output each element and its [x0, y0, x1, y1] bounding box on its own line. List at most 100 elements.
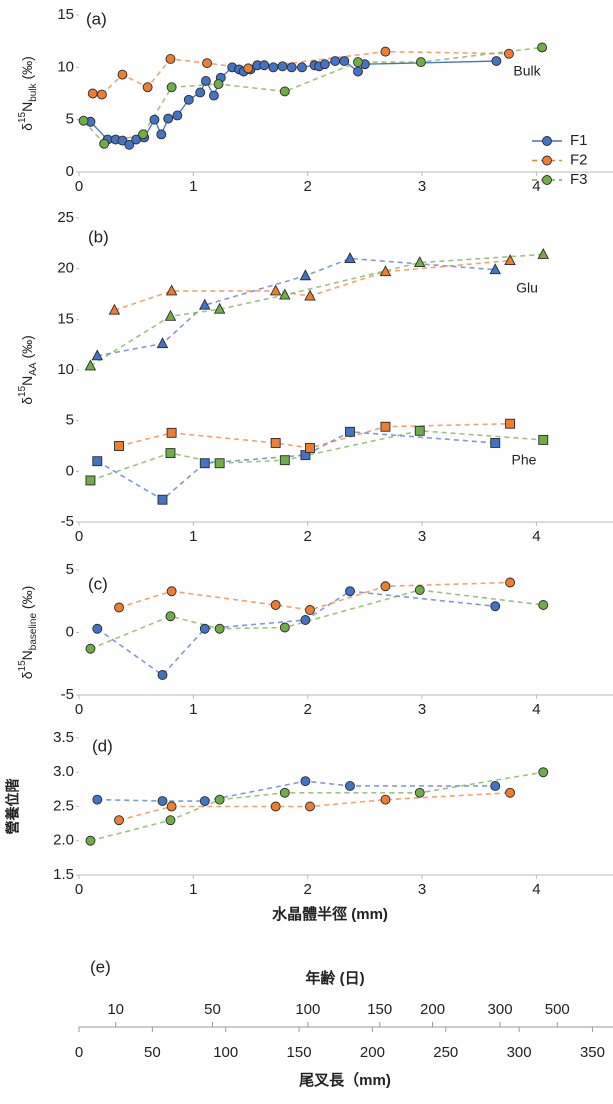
data-point	[305, 801, 315, 812]
series-line	[89, 60, 497, 146]
data-point	[165, 815, 176, 826]
data-point	[78, 115, 89, 126]
age-tick-label: 150	[367, 1001, 392, 1018]
series-line	[114, 259, 511, 311]
annotation: Bulk	[513, 63, 541, 79]
age-tick-label: 300	[488, 1001, 513, 1018]
data-point	[538, 600, 549, 610]
y-axis-label-part: N	[19, 650, 35, 660]
data-point	[345, 781, 355, 791]
panel-label: (a)	[86, 9, 107, 28]
x-tick-label: 200	[360, 1044, 385, 1061]
y-axis-label-part: δ	[19, 671, 35, 679]
data-point	[503, 48, 514, 59]
y-axis-label-part: (‰)	[19, 56, 35, 83]
data-point	[379, 265, 392, 277]
y-axis-label: δ15NAA (‰)	[17, 335, 39, 405]
data-point	[345, 426, 355, 437]
data-point	[84, 359, 97, 371]
data-point	[243, 63, 254, 74]
data-point	[305, 443, 315, 453]
x-tick-label: 0	[75, 701, 83, 718]
x-tick-label: 1	[189, 701, 197, 718]
data-point	[214, 458, 225, 469]
data-point	[165, 448, 176, 459]
data-point	[85, 643, 96, 654]
x-tick-label: 4	[532, 881, 540, 898]
y-tick-label: -5	[61, 686, 74, 703]
x-axis-label: 水晶體半徑 (mm)	[272, 905, 388, 923]
data-point	[380, 794, 391, 805]
x-tick-label: 0	[75, 881, 83, 898]
x-tick-label: 2	[304, 881, 312, 898]
data-point	[330, 56, 341, 67]
y-axis-label-part: δ	[19, 123, 35, 131]
series-line	[90, 253, 544, 367]
data-point	[199, 796, 210, 806]
y-tick-label: 15	[57, 6, 74, 23]
y-axis-label-part: N	[19, 102, 35, 112]
data-point	[199, 623, 210, 634]
data-point	[319, 59, 330, 70]
data-point	[299, 269, 312, 281]
data-point	[538, 434, 549, 445]
x-tick-label: 2	[304, 701, 312, 718]
data-point	[183, 94, 194, 105]
y-axis-label: δ15Nbaseline (‰)	[17, 586, 39, 680]
data-point	[142, 82, 153, 93]
data-point	[279, 787, 290, 798]
data-point	[202, 58, 213, 69]
y-axis-label-part: (‰)	[19, 586, 35, 613]
data-point	[279, 288, 291, 300]
data-point	[259, 60, 270, 71]
data-point	[91, 349, 104, 361]
y-tick-label: 2.0	[53, 832, 74, 849]
x-tick-label: 3	[418, 881, 426, 898]
y-tick-label: 5	[66, 561, 74, 578]
data-point	[491, 56, 502, 67]
series-line	[118, 581, 511, 611]
series-line	[92, 50, 509, 96]
y-axis-label-part: δ	[19, 397, 35, 405]
data-point	[172, 110, 183, 121]
x-tick-label: 1	[189, 881, 197, 898]
y-tick-label: 2.5	[53, 797, 74, 814]
data-point	[380, 581, 391, 592]
data-point	[124, 139, 135, 150]
data-point	[300, 615, 311, 625]
data-point	[114, 441, 124, 451]
data-point	[353, 57, 363, 68]
data-point	[195, 87, 206, 98]
annotation: Glu	[516, 280, 538, 296]
data-point	[165, 284, 178, 296]
data-point	[138, 129, 148, 140]
data-point	[277, 61, 288, 72]
y-tick-label: 3.5	[53, 729, 74, 746]
data-point	[345, 586, 355, 597]
data-point	[163, 113, 174, 124]
data-point	[269, 284, 282, 296]
x-tick-label: 3	[418, 701, 426, 718]
series-line	[96, 430, 496, 501]
data-point	[199, 458, 210, 469]
data-point	[279, 455, 290, 466]
y-tick-label: 1.5	[53, 866, 74, 883]
data-point	[214, 794, 225, 805]
data-point	[96, 89, 107, 100]
data-point	[156, 337, 169, 349]
top-axis-label: 年齢 (日)	[305, 969, 364, 987]
data-point	[114, 602, 124, 613]
annotation: Phe	[512, 452, 537, 468]
data-point	[268, 62, 279, 73]
panel-label: (e)	[90, 957, 111, 976]
y-axis-label-part: 15	[17, 385, 28, 397]
data-point	[165, 611, 176, 622]
data-point	[200, 75, 211, 86]
x-tick-label: 0	[75, 528, 83, 545]
series-line	[97, 257, 496, 357]
data-point	[415, 57, 426, 68]
data-point	[505, 418, 516, 429]
data-point	[489, 263, 501, 275]
data-point	[199, 298, 211, 310]
legend-marker	[542, 136, 552, 146]
